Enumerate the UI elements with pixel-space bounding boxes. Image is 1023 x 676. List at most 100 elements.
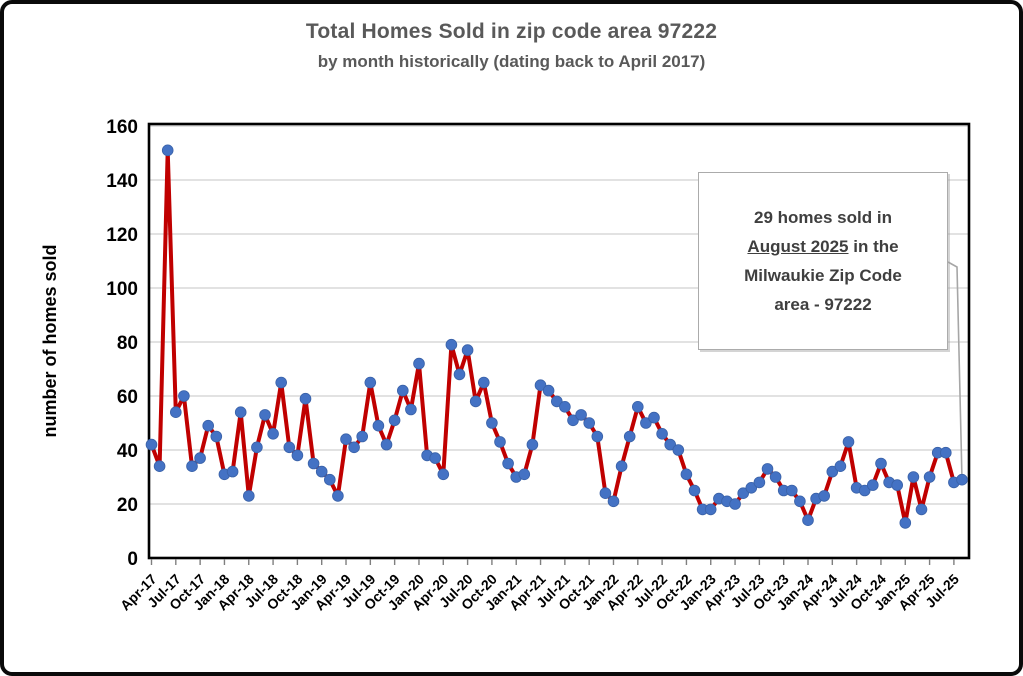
data-point: [364, 376, 377, 389]
data-point: [956, 473, 968, 486]
data-point: [583, 417, 595, 429]
y-tick-label: 0: [127, 549, 138, 570]
data-point: [785, 484, 798, 497]
data-point: [348, 441, 360, 454]
data-point: [251, 441, 263, 454]
data-point: [380, 438, 393, 451]
data-point: [194, 452, 206, 464]
data-point: [340, 433, 352, 446]
data-point: [429, 452, 442, 464]
data-point: [291, 449, 304, 462]
data-point: [680, 468, 693, 481]
data-point: [615, 460, 628, 473]
data-point: [267, 427, 279, 440]
y-axis-labels: 0 20 40 60 80 100 120 140 160: [106, 117, 138, 570]
annotation-leader-line: [947, 261, 963, 480]
data-point: [939, 446, 952, 459]
data-point: [243, 490, 255, 502]
data-point: [453, 368, 466, 381]
data-point: [729, 498, 741, 510]
data-point: [518, 468, 531, 481]
data-point: [323, 473, 336, 486]
data-point: [145, 438, 158, 451]
data-point: [623, 430, 636, 443]
data-point: [186, 460, 198, 473]
data-point: [891, 479, 903, 491]
data-point: [640, 417, 652, 429]
data-point: [631, 400, 644, 413]
data-point: [372, 419, 385, 432]
data-point: [332, 490, 344, 502]
data-point: [794, 495, 806, 508]
data-point: [826, 465, 839, 478]
data-point: [283, 441, 296, 454]
data-point: [737, 487, 749, 500]
data-point: [769, 471, 782, 483]
data-point: [672, 444, 685, 456]
data-point: [259, 409, 271, 421]
data-point: [923, 471, 936, 483]
data-point: [875, 457, 887, 470]
data-point: [526, 438, 539, 451]
y-tick-label: 100: [106, 279, 138, 300]
annotation-callout: 29 homes sold in August 2025 in the Milw…: [698, 172, 948, 350]
data-point: [575, 409, 587, 421]
data-point: [542, 384, 555, 397]
data-point: [648, 411, 660, 424]
data-point: [656, 427, 668, 440]
x-axis-labels: Apr-17Jul-17Oct-17Jan-18Apr-18Jul-18Oct-…: [117, 571, 962, 614]
data-point: [866, 479, 879, 491]
data-point: [688, 484, 701, 497]
x-axis-ticks: [150, 559, 955, 565]
data-point: [413, 357, 425, 370]
y-tick-label: 80: [117, 333, 138, 354]
data-point: [170, 406, 182, 419]
data-point: [559, 400, 571, 413]
data-point: [202, 419, 215, 432]
data-point: [834, 460, 847, 473]
data-point: [396, 384, 409, 397]
data-point: [161, 144, 174, 157]
data-point: [299, 392, 312, 405]
data-point: [567, 414, 579, 427]
annotation-line-2: August 2025 in the: [747, 237, 899, 256]
homes-sold-line-chart: Apr-17Jul-17Oct-17Jan-18Apr-18Jul-18Oct-…: [40, 117, 971, 614]
data-point: [664, 438, 676, 451]
data-point: [437, 468, 450, 481]
data-point: [753, 476, 766, 489]
data-point: [704, 503, 717, 516]
annotation-line-1: 29 homes sold in: [754, 208, 892, 227]
data-point: [178, 390, 190, 402]
data-points: [145, 144, 968, 529]
data-point: [915, 503, 928, 516]
data-point: [745, 481, 758, 494]
y-tick-label: 160: [106, 117, 138, 138]
data-point: [502, 457, 514, 470]
data-point: [607, 495, 620, 508]
data-point: [356, 430, 369, 443]
annotation-line-3: Milwaukie Zip Code: [744, 266, 902, 285]
data-point: [591, 430, 604, 443]
y-tick-label: 60: [117, 387, 138, 408]
data-point: [477, 376, 490, 389]
y-axis-title: number of homes sold: [40, 244, 60, 437]
data-point: [818, 490, 830, 502]
data-point: [315, 465, 328, 478]
y-tick-label: 120: [106, 225, 138, 246]
data-point: [275, 376, 288, 389]
data-point: [534, 379, 547, 392]
data-point: [907, 471, 920, 483]
data-point: [842, 436, 855, 448]
plot-border: [147, 122, 971, 560]
data-point: [899, 517, 912, 529]
data-point: [550, 395, 563, 408]
annotation-month-underlined: August 2025: [747, 237, 849, 256]
chart-subtitle: by month historically (dating back to Ap…: [317, 52, 706, 71]
data-point: [445, 338, 458, 351]
data-point: [461, 344, 474, 356]
data-point: [761, 463, 774, 475]
data-point: [210, 430, 223, 443]
chart-title: Total Homes Sold in zip code area 97222: [305, 20, 718, 43]
data-point: [802, 514, 814, 527]
